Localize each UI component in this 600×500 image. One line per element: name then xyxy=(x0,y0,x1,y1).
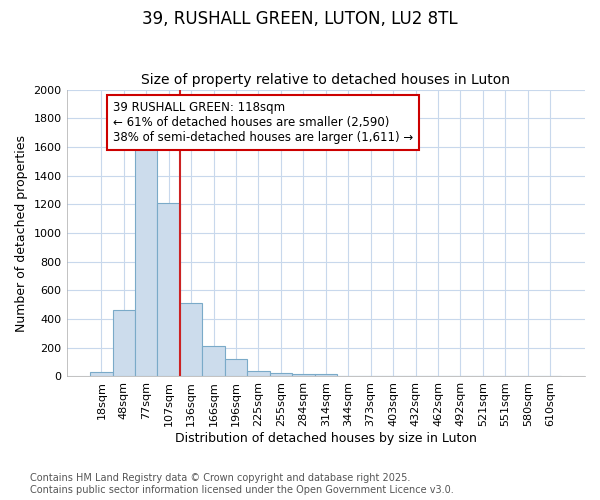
Bar xyxy=(113,310,135,376)
Bar xyxy=(247,370,269,376)
Y-axis label: Number of detached properties: Number of detached properties xyxy=(15,134,28,332)
Bar xyxy=(202,346,225,376)
Bar xyxy=(90,372,113,376)
Bar xyxy=(135,144,157,376)
Bar xyxy=(157,203,180,376)
Text: Contains HM Land Registry data © Crown copyright and database right 2025.
Contai: Contains HM Land Registry data © Crown c… xyxy=(30,474,454,495)
Text: 39, RUSHALL GREEN, LUTON, LU2 8TL: 39, RUSHALL GREEN, LUTON, LU2 8TL xyxy=(142,10,458,28)
Bar xyxy=(269,373,292,376)
Bar xyxy=(292,374,314,376)
Bar xyxy=(314,374,337,376)
Bar xyxy=(225,358,247,376)
Text: 39 RUSHALL GREEN: 118sqm
← 61% of detached houses are smaller (2,590)
38% of sem: 39 RUSHALL GREEN: 118sqm ← 61% of detach… xyxy=(113,101,413,144)
X-axis label: Distribution of detached houses by size in Luton: Distribution of detached houses by size … xyxy=(175,432,477,445)
Bar xyxy=(180,304,202,376)
Title: Size of property relative to detached houses in Luton: Size of property relative to detached ho… xyxy=(141,73,510,87)
